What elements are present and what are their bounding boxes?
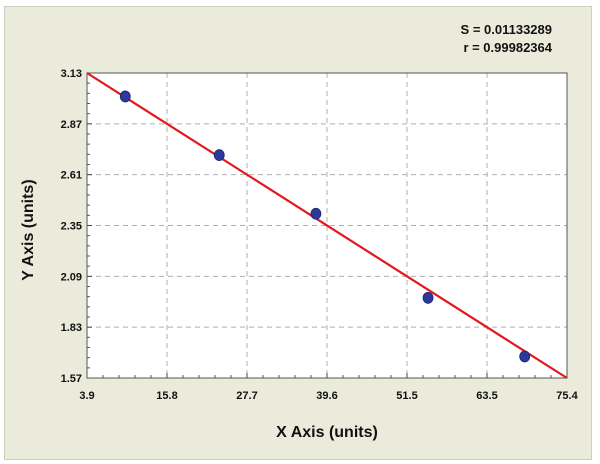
stat-s-value: S = 0.01133289 [460,22,552,37]
y-tick-label: 2.87 [61,119,82,131]
data-point [119,90,131,103]
x-axis-title: X Axis (units) [276,424,378,441]
y-tick-label: 1.57 [61,373,82,385]
y-tick-label: 2.61 [61,170,82,182]
x-tick-label: 63.5 [476,390,497,402]
y-tick-label: 1.83 [61,322,82,334]
y-tick-label: 2.09 [61,271,82,283]
stat-r-value: r = 0.99982364 [463,40,552,55]
data-point [213,149,225,162]
x-tick-label: 75.4 [556,390,578,402]
plot-border [86,72,568,379]
x-tick-label: 27.7 [236,390,257,402]
fit-line-layer [86,72,568,379]
fit-line [86,72,568,379]
x-tick-label: 39.6 [316,390,337,402]
y-tick-label: 2.35 [61,221,82,233]
data-point [310,207,322,220]
y-axis-title: Y Axis (units) [20,179,37,281]
x-tick-label: 15.8 [156,390,177,402]
y-tick-label: 3.13 [61,68,82,80]
data-points [119,90,531,363]
x-tick-label: 51.5 [396,390,417,402]
data-point [422,291,434,304]
data-point [519,350,531,363]
x-tick-label: 3.9 [79,390,94,402]
tick-labels: 3.9 15.8 27.7 39.6 51.5 63.5 75.4 1.57 1.83 2.09 2… [61,68,579,402]
